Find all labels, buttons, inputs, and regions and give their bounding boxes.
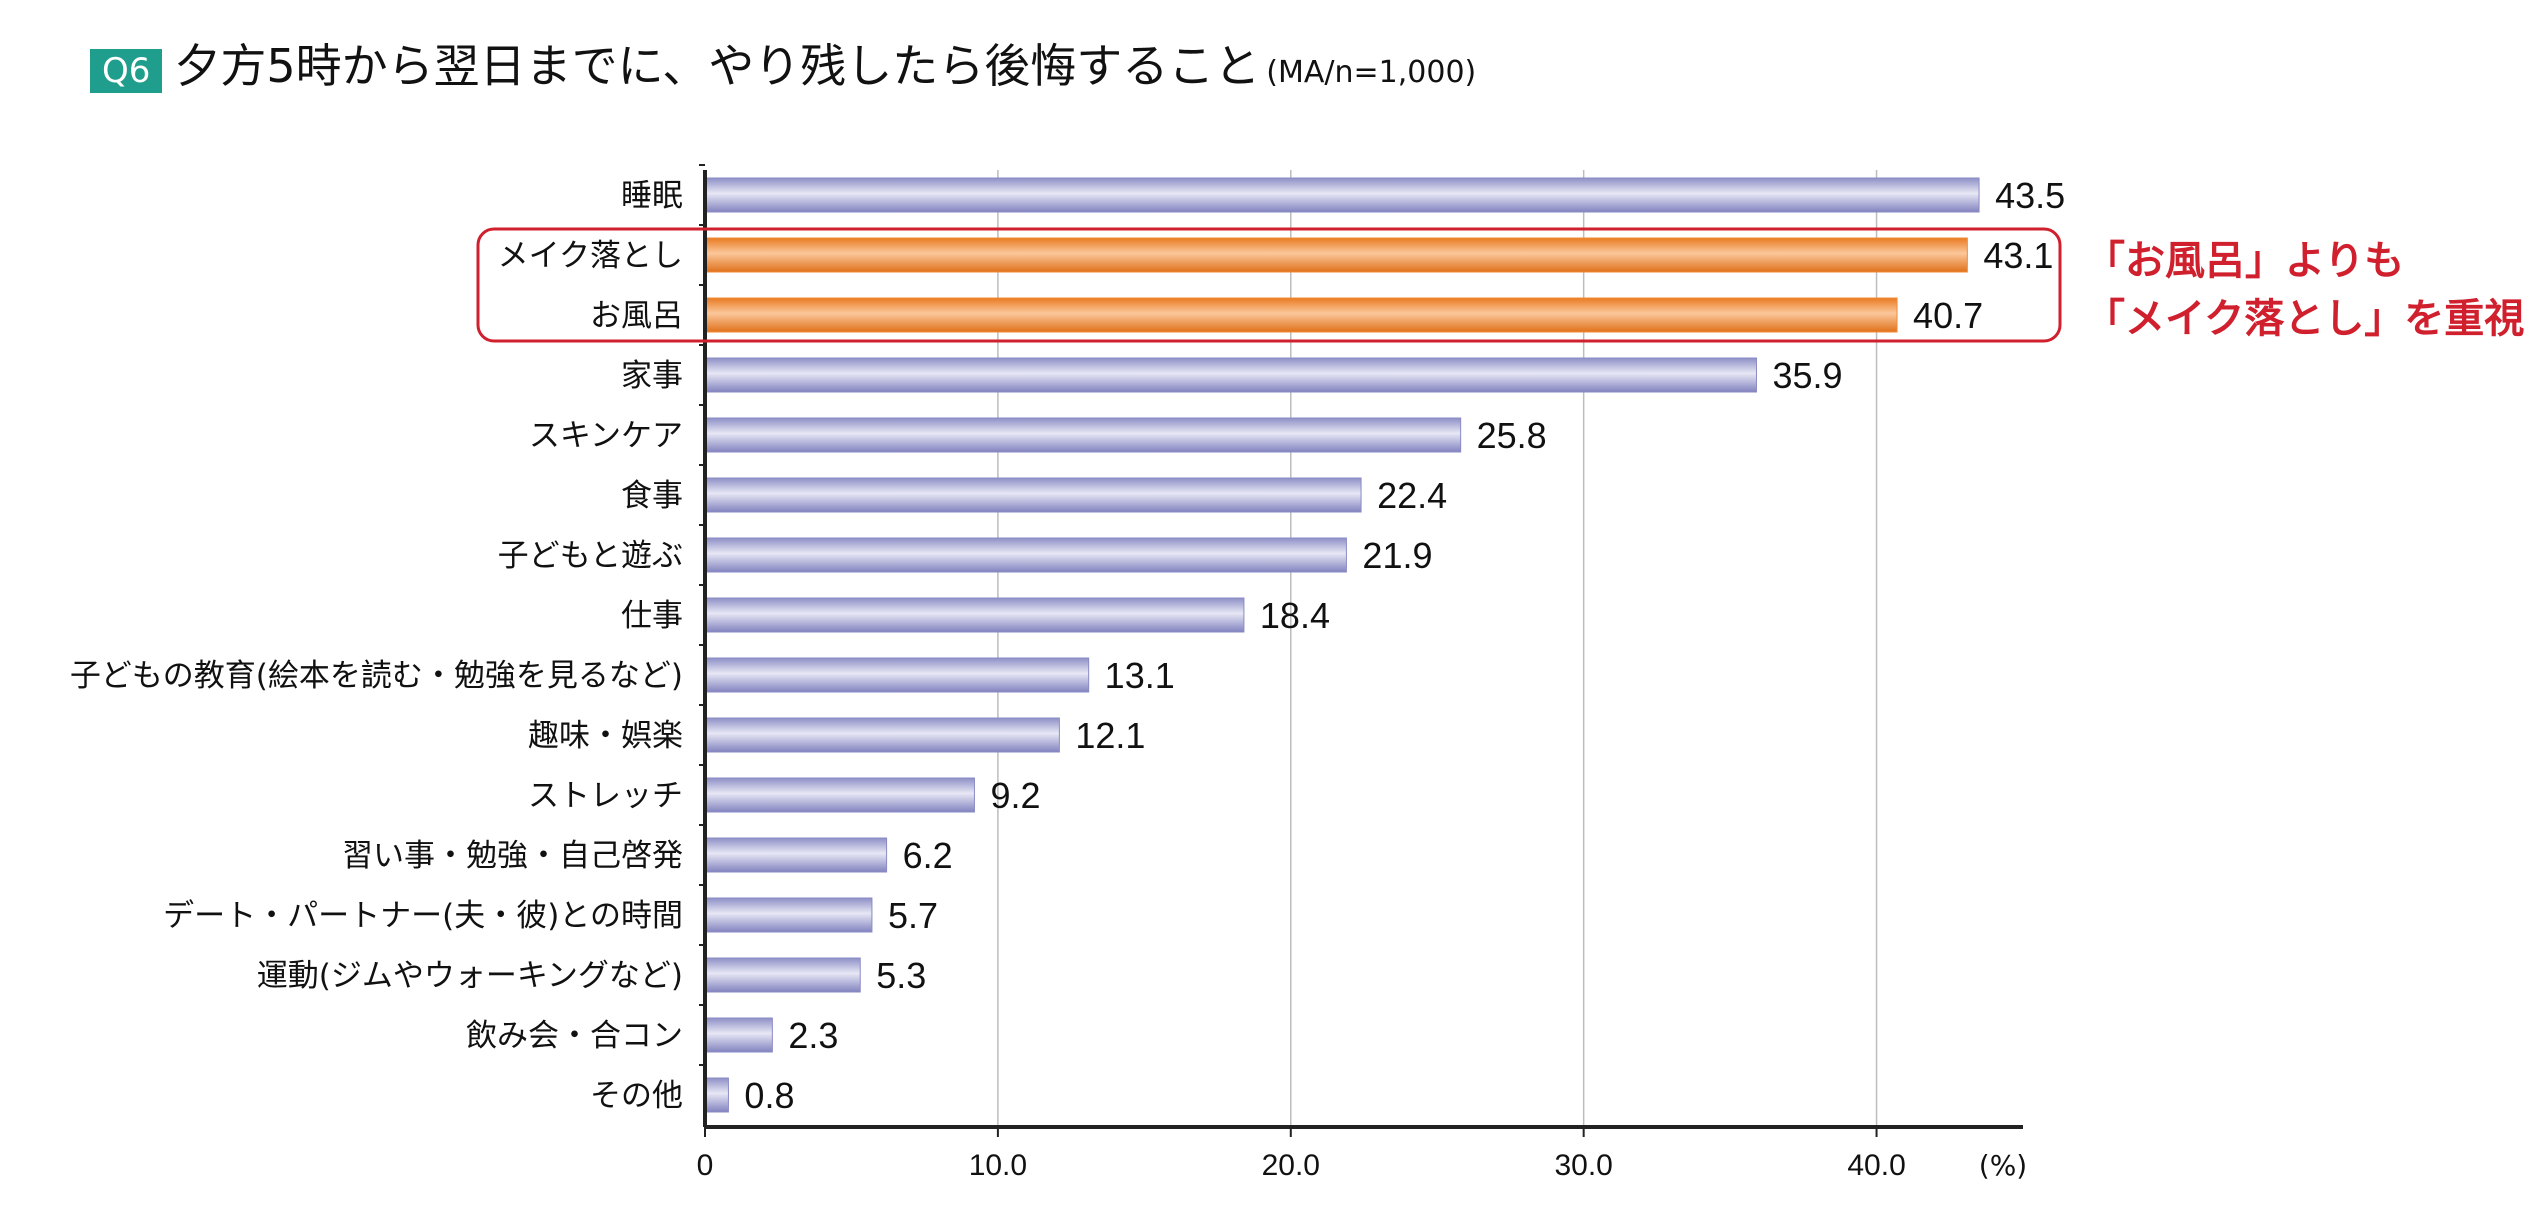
bar [704, 417, 1462, 453]
category-label: 子どもと遊ぶ [498, 538, 683, 574]
category-label: 睡眠 [621, 178, 683, 214]
value-label: 12.1 [1075, 715, 1145, 756]
bar [704, 537, 1347, 573]
value-label: 35.9 [1772, 355, 1842, 396]
bar [704, 957, 861, 993]
category-label: 食事 [621, 478, 683, 514]
x-tick-label: 20.0 [1262, 1149, 1320, 1182]
bar [704, 477, 1362, 513]
value-label: 40.7 [1913, 295, 1983, 336]
category-label: 運動(ジムやウォーキングなど) [257, 958, 683, 994]
bar [704, 1077, 729, 1113]
chart-title: Q6 夕方5時から翌日までに、やり残したら後悔すること (MA/n=1,000) [90, 30, 1476, 96]
bar [704, 1017, 773, 1053]
value-label: 22.4 [1377, 475, 1447, 516]
highlight-box [476, 227, 2062, 343]
bar [704, 177, 1980, 213]
category-label: 子どもの教育(絵本を読む・勉強を見るなど) [70, 658, 683, 694]
value-label: 5.3 [876, 955, 926, 996]
category-label: 仕事 [621, 598, 683, 634]
bar [704, 237, 1968, 273]
category-label: ストレッチ [528, 778, 683, 814]
bar [704, 717, 1060, 753]
value-label: 6.2 [903, 835, 953, 876]
value-label: 0.8 [744, 1075, 794, 1116]
value-label: 2.3 [788, 1015, 838, 1056]
bar [704, 897, 873, 933]
x-unit-label: (%) [1979, 1149, 2027, 1182]
bar [704, 297, 1898, 333]
x-tick-label: 40.0 [1847, 1149, 1905, 1182]
x-tick-label: 30.0 [1554, 1149, 1612, 1182]
category-label: メイク落とし [498, 238, 683, 274]
category-label: お風呂 [590, 298, 683, 334]
category-label: デート・パートナー(夫・彼)との時間 [163, 898, 683, 934]
question-title: 夕方5時から翌日までに、やり残したら後悔すること [174, 39, 1261, 93]
value-label: 5.7 [888, 895, 938, 936]
bar [704, 357, 1757, 393]
value-label: 13.1 [1105, 655, 1175, 696]
bar [704, 777, 975, 813]
category-label: スキンケア [529, 418, 683, 454]
bar [704, 837, 888, 873]
question-badge: Q6 [90, 49, 163, 93]
category-label: 習い事・勉強・自己啓発 [342, 838, 683, 874]
x-tick-label: 10.0 [969, 1149, 1027, 1182]
category-label: その他 [590, 1078, 683, 1114]
callout-line-2: 「メイク落とし」を重視 [2085, 296, 2525, 342]
category-label: 飲み会・合コン [466, 1018, 683, 1054]
callout-annotation: 「お風呂」よりも 「メイク落とし」を重視 [2085, 232, 2524, 348]
x-tick-label: 0 [697, 1149, 714, 1182]
value-label: 21.9 [1362, 535, 1432, 576]
value-label: 18.4 [1260, 595, 1330, 636]
value-label: 43.5 [1995, 175, 2065, 216]
value-label: 43.1 [1983, 235, 2053, 276]
bar [704, 657, 1090, 693]
value-label: 9.2 [990, 775, 1040, 816]
bar [704, 597, 1245, 633]
category-label: 趣味・娯楽 [528, 718, 683, 754]
category-label: 家事 [621, 358, 683, 394]
question-note: (MA/n=1,000) [1266, 55, 1477, 90]
value-label: 25.8 [1477, 415, 1547, 456]
callout-line-1: 「お風呂」よりも [2085, 238, 2405, 284]
